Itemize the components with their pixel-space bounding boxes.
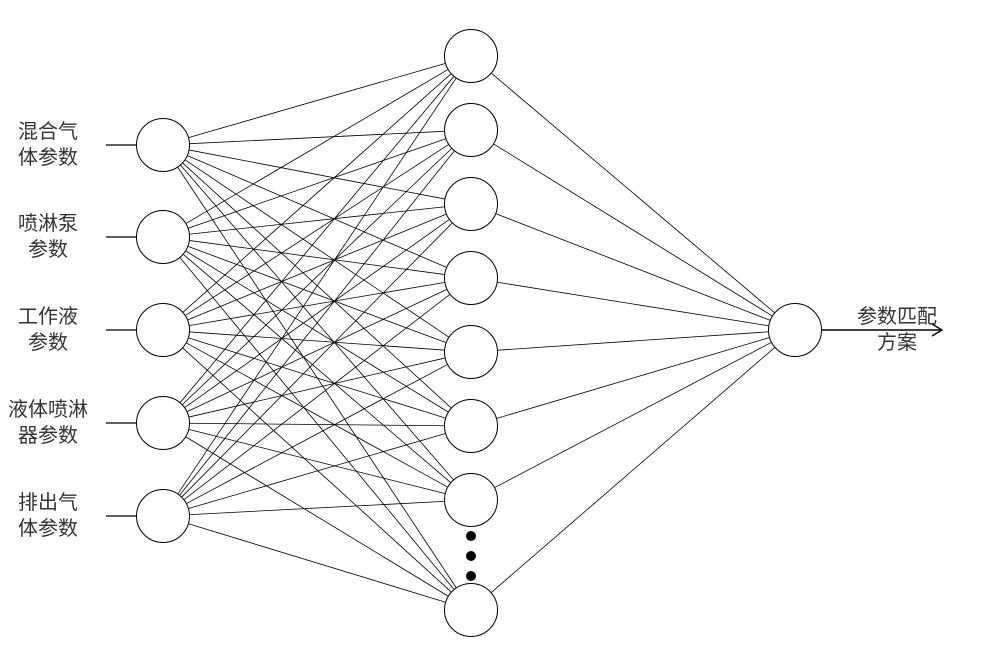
hidden-node-2 xyxy=(444,177,498,231)
input-label-2: 工作液 参数 xyxy=(0,304,103,356)
output-label-0: 参数匹配 方案 xyxy=(837,304,957,356)
hidden-node-4 xyxy=(444,325,498,379)
input-node-4 xyxy=(136,489,190,543)
hidden-node-6 xyxy=(444,473,498,527)
ellipsis-dot-2 xyxy=(466,571,476,581)
output-node-0 xyxy=(768,303,822,357)
hidden-node-0 xyxy=(444,29,498,83)
ellipsis-dot-0 xyxy=(466,531,476,541)
hidden-node-7 xyxy=(444,583,498,637)
hidden-node-5 xyxy=(444,399,498,453)
hidden-node-1 xyxy=(444,103,498,157)
ellipsis-dot-1 xyxy=(466,551,476,561)
input-label-3: 液体喷淋 器参数 xyxy=(0,397,103,449)
input-label-0: 混合气 体参数 xyxy=(0,119,103,171)
input-label-4: 排出气 体参数 xyxy=(0,490,103,542)
hidden-node-3 xyxy=(444,251,498,305)
input-node-2 xyxy=(136,303,190,357)
input-node-0 xyxy=(136,118,190,172)
input-node-1 xyxy=(136,210,190,264)
input-node-3 xyxy=(136,396,190,450)
input-label-1: 喷淋泵 参数 xyxy=(0,211,103,263)
neural-network-diagram: 混合气 体参数喷淋泵 参数工作液 参数液体喷淋 器参数排出气 体参数 参数匹配 方… xyxy=(0,0,1000,652)
